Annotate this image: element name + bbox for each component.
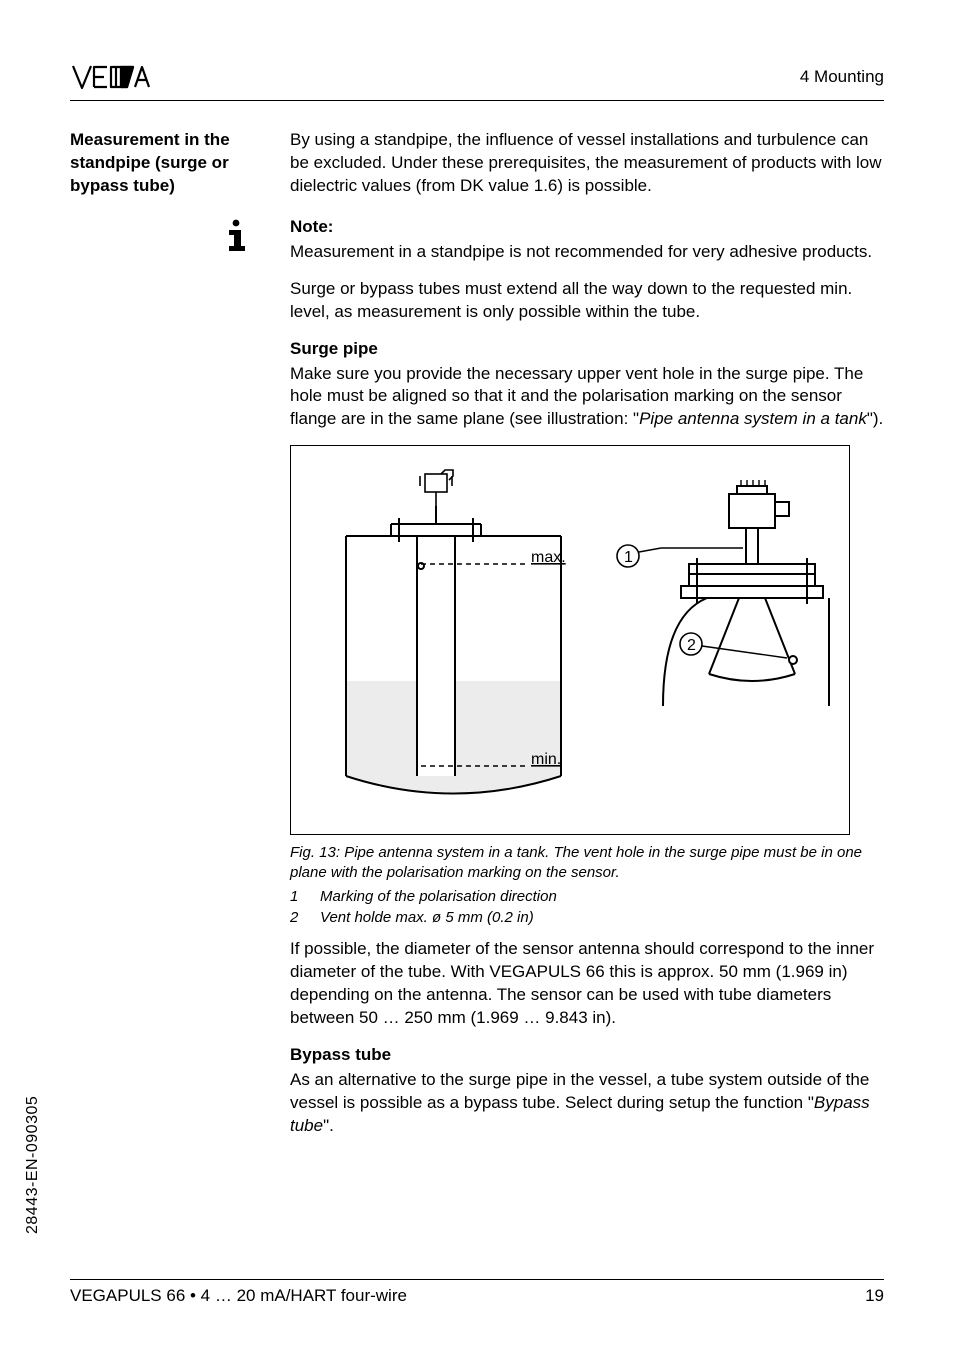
surge-pipe-title: Surge pipe: [290, 339, 378, 358]
paragraph-intro: By using a standpipe, the influence of v…: [290, 129, 884, 198]
chapter-label: 4 Mounting: [800, 67, 884, 87]
figure-13: max. min.: [290, 445, 884, 928]
figure-box: max. min.: [290, 445, 850, 835]
note-body: Measurement in a standpipe is not recomm…: [290, 241, 884, 264]
fig-callout-1: 1: [624, 549, 633, 566]
brand-logo: [70, 60, 180, 94]
surge-body-post: ").: [867, 409, 883, 428]
legend-text-1: Marking of the polarisation direction: [320, 886, 557, 907]
legend-num-1: 1: [290, 886, 302, 907]
figure-legend: 1 Marking of the polarisation direction …: [290, 886, 884, 928]
info-icon: [226, 218, 246, 1152]
page-footer: VEGAPULS 66 • 4 … 20 mA/HART four-wire 1…: [70, 1279, 884, 1306]
legend-num-2: 2: [290, 907, 302, 928]
note-title: Note:: [290, 217, 333, 236]
paragraph-antenna-diameter: If possible, the diameter of the sensor …: [290, 938, 884, 1030]
bypass-body-pre: As an alternative to the surge pipe in t…: [290, 1070, 869, 1112]
page-header: 4 Mounting: [70, 60, 884, 101]
bypass-body-post: ".: [323, 1116, 334, 1135]
footer-left: VEGAPULS 66 • 4 … 20 mA/HART four-wire: [70, 1286, 407, 1306]
margin-section-label: Measurement in the standpipe (surge or b…: [70, 129, 270, 198]
surge-pipe-body: Make sure you provide the necessary uppe…: [290, 363, 884, 432]
legend-text-2: Vent holde max. ø 5 mm (0.2 in): [320, 907, 534, 928]
fig-min-label: min.: [531, 751, 561, 768]
page: 4 Mounting Measurement in the standpipe …: [0, 0, 954, 1354]
bypass-title: Bypass tube: [290, 1045, 391, 1064]
surge-body-ital: Pipe antenna system in a tank: [639, 409, 867, 428]
paragraph-tube-extent: Surge or bypass tubes must extend all th…: [290, 278, 884, 324]
fig-max-label: max.: [531, 549, 566, 566]
document-id: 28443-EN-090305: [24, 1096, 42, 1234]
bypass-body: As an alternative to the surge pipe in t…: [290, 1069, 884, 1138]
footer-page-number: 19: [865, 1286, 884, 1306]
fig-callout-2: 2: [687, 637, 696, 654]
figure-caption: Fig. 13: Pipe antenna system in a tank. …: [290, 843, 884, 882]
